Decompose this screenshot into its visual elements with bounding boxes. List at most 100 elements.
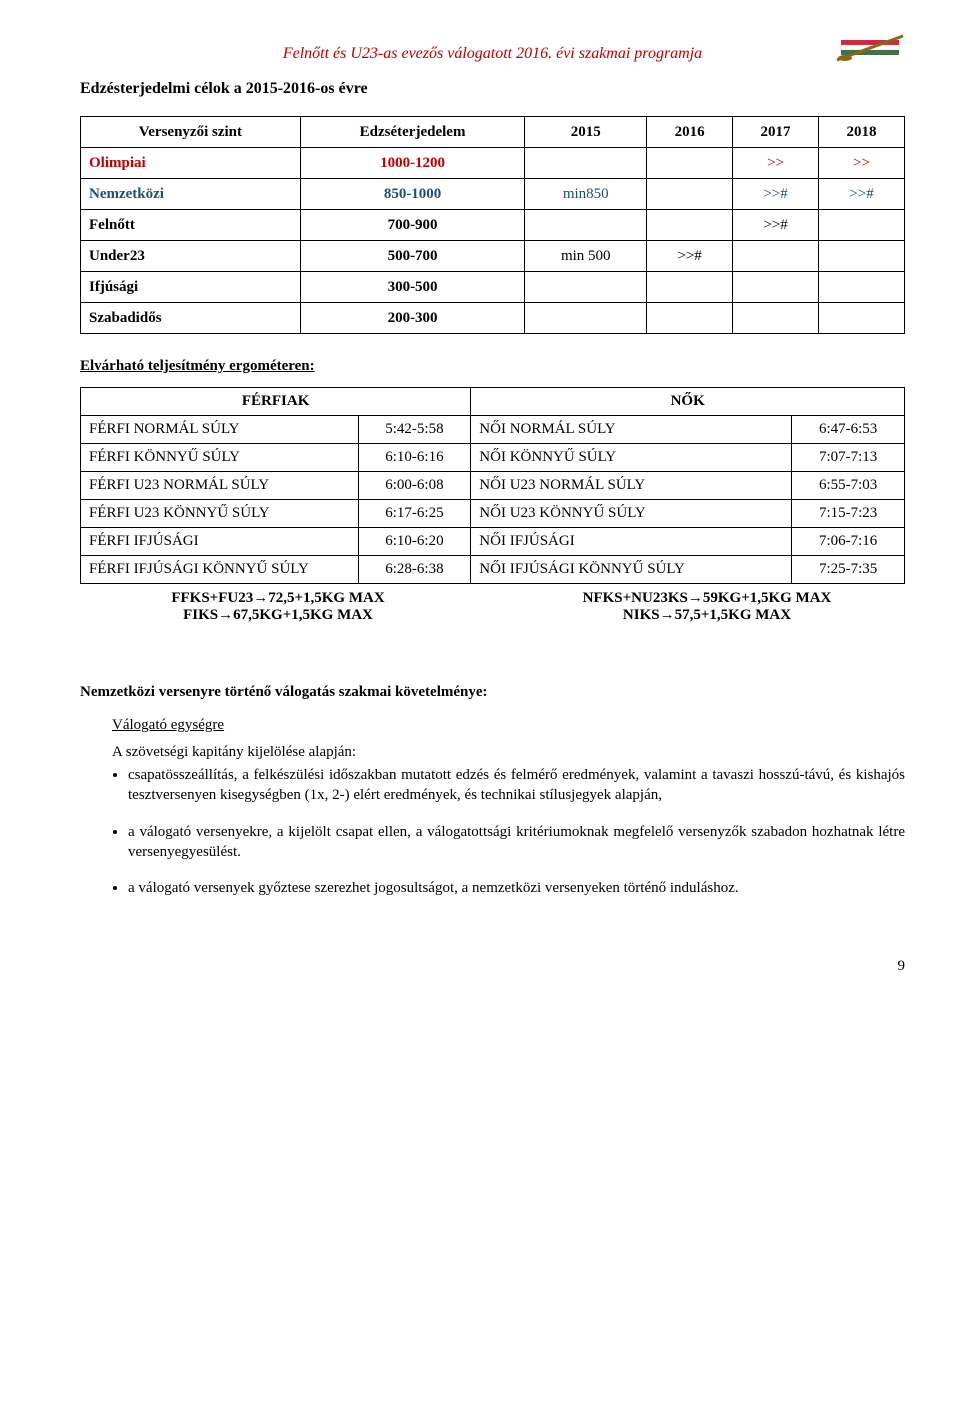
requirements-subheading: Válogató egységre bbox=[112, 717, 905, 734]
rule-fiks: FIKS→67,5KG+1,5KG MAX bbox=[80, 607, 476, 624]
cell-2016 bbox=[647, 148, 733, 179]
erg-male-category: FÉRFI IFJÚSÁGI bbox=[81, 528, 359, 556]
cell-2016 bbox=[647, 179, 733, 210]
list-item: csapatösszeállítás, a felkészülési idősz… bbox=[128, 765, 905, 806]
erg-header-male: FÉRFIAK bbox=[81, 388, 471, 416]
cell-2018 bbox=[819, 241, 905, 272]
cell-2016: >># bbox=[647, 241, 733, 272]
erg-male-time: 6:17-6:25 bbox=[358, 500, 471, 528]
cell-2018: >># bbox=[819, 179, 905, 210]
col-2017: 2017 bbox=[733, 117, 819, 148]
level-range: 200-300 bbox=[300, 303, 525, 334]
table-row: Felnőtt700-900 >># bbox=[81, 210, 905, 241]
training-scope-heading: Edzésterjedelmi célok a 2015-2016-os évr… bbox=[80, 80, 905, 98]
level-name: Ifjúsági bbox=[81, 272, 301, 303]
erg-male-category: FÉRFI NORMÁL SÚLY bbox=[81, 416, 359, 444]
col-range: Edzséterjedelem bbox=[300, 117, 525, 148]
table-row: Under23500-700min 500>># bbox=[81, 241, 905, 272]
erg-female-time: 7:15-7:23 bbox=[792, 500, 905, 528]
level-range: 700-900 bbox=[300, 210, 525, 241]
table-row: FÉRFI U23 KÖNNYŰ SÚLY6:17-6:25NŐI U23 KÖ… bbox=[81, 500, 905, 528]
erg-female-time: 7:07-7:13 bbox=[792, 444, 905, 472]
training-scope-table: Versenyzői szint Edzséterjedelem 2015 20… bbox=[80, 116, 905, 334]
table-row: Nemzetközi850-1000min850 >>#>># bbox=[81, 179, 905, 210]
page-header: Felnőtt és U23-as evezős válogatott 2016… bbox=[80, 30, 905, 78]
table-row: FÉRFI KÖNNYŰ SÚLY6:10-6:16NŐI KÖNNYŰ SÚL… bbox=[81, 444, 905, 472]
erg-female-category: NŐI U23 KÖNNYŰ SÚLY bbox=[471, 500, 792, 528]
erg-male-category: FÉRFI U23 KÖNNYŰ SÚLY bbox=[81, 500, 359, 528]
requirements-list: csapatösszeállítás, a felkészülési idősz… bbox=[118, 765, 905, 898]
level-range: 300-500 bbox=[300, 272, 525, 303]
erg-male-category: FÉRFI KÖNNYŰ SÚLY bbox=[81, 444, 359, 472]
cell-2015 bbox=[525, 210, 647, 241]
erg-male-time: 5:42-5:58 bbox=[358, 416, 471, 444]
table-row: FÉRFI IFJÚSÁGI6:10-6:20NŐI IFJÚSÁGI7:06-… bbox=[81, 528, 905, 556]
cell-2015 bbox=[525, 303, 647, 334]
erg-female-category: NŐI U23 NORMÁL SÚLY bbox=[471, 472, 792, 500]
cell-2016 bbox=[647, 303, 733, 334]
page-number: 9 bbox=[80, 958, 905, 975]
requirements-intro: A szövetségi kapitány kijelölése alapján… bbox=[112, 744, 905, 761]
list-item: a válogató versenyekre, a kijelölt csapa… bbox=[128, 822, 905, 863]
table-row: Olimpiai1000-1200>>>> bbox=[81, 148, 905, 179]
federation-logo bbox=[835, 30, 905, 78]
cell-2017 bbox=[733, 272, 819, 303]
cell-2016 bbox=[647, 272, 733, 303]
ergometer-table: FÉRFIAK NŐK FÉRFI NORMÁL SÚLY5:42-5:58NŐ… bbox=[80, 387, 905, 584]
table-row: FÉRFI NORMÁL SÚLY5:42-5:58NŐI NORMÁL SÚL… bbox=[81, 416, 905, 444]
cell-2015: min850 bbox=[525, 179, 647, 210]
erg-female-time: 6:55-7:03 bbox=[792, 472, 905, 500]
cell-2018 bbox=[819, 303, 905, 334]
cell-2017: >># bbox=[733, 179, 819, 210]
cell-2018 bbox=[819, 210, 905, 241]
level-range: 850-1000 bbox=[300, 179, 525, 210]
cell-2015 bbox=[525, 148, 647, 179]
table-row: Ifjúsági300-500 bbox=[81, 272, 905, 303]
ergo-heading: Elvárható teljesítmény ergométeren: bbox=[80, 358, 905, 375]
erg-male-category: FÉRFI IFJÚSÁGI KÖNNYŰ SÚLY bbox=[81, 556, 359, 584]
table-row: Szabadidős200-300 bbox=[81, 303, 905, 334]
erg-female-time: 7:25-7:35 bbox=[792, 556, 905, 584]
erg-male-time: 6:28-6:38 bbox=[358, 556, 471, 584]
rule-niks: NIKS→57,5+1,5KG MAX bbox=[509, 607, 905, 624]
erg-female-category: NŐI IFJÚSÁGI bbox=[471, 528, 792, 556]
level-range: 500-700 bbox=[300, 241, 525, 272]
weight-rules: FFKS+FU23→72,5+1,5KG MAX FIKS→67,5KG+1,5… bbox=[80, 590, 905, 624]
level-name: Szabadidős bbox=[81, 303, 301, 334]
weight-rules-right: NFKS+NU23KS→59KG+1,5KG MAX NIKS→57,5+1,5… bbox=[509, 590, 905, 624]
erg-male-time: 6:10-6:16 bbox=[358, 444, 471, 472]
cell-2018: >> bbox=[819, 148, 905, 179]
table-row: FÉRFI U23 NORMÁL SÚLY6:00-6:08NŐI U23 NO… bbox=[81, 472, 905, 500]
col-level: Versenyzői szint bbox=[81, 117, 301, 148]
cell-2015 bbox=[525, 272, 647, 303]
erg-header-female: NŐK bbox=[471, 388, 905, 416]
table-row: FÉRFI IFJÚSÁGI KÖNNYŰ SÚLY6:28-6:38NŐI I… bbox=[81, 556, 905, 584]
logo-icon bbox=[835, 30, 905, 78]
col-2016: 2016 bbox=[647, 117, 733, 148]
weight-rules-left: FFKS+FU23→72,5+1,5KG MAX FIKS→67,5KG+1,5… bbox=[80, 590, 476, 624]
rule-nfks: NFKS+NU23KS→59KG+1,5KG MAX bbox=[509, 590, 905, 607]
level-name: Under23 bbox=[81, 241, 301, 272]
header-title: Felnőtt és U23-as evezős válogatott 2016… bbox=[80, 45, 835, 63]
erg-male-time: 6:00-6:08 bbox=[358, 472, 471, 500]
requirements-heading: Nemzetközi versenyre történő válogatás s… bbox=[80, 684, 905, 701]
col-2015: 2015 bbox=[525, 117, 647, 148]
cell-2017 bbox=[733, 303, 819, 334]
col-2018: 2018 bbox=[819, 117, 905, 148]
erg-female-category: NŐI KÖNNYŰ SÚLY bbox=[471, 444, 792, 472]
cell-2015: min 500 bbox=[525, 241, 647, 272]
list-item: a válogató versenyek győztese szerezhet … bbox=[128, 878, 905, 898]
level-name: Olimpiai bbox=[81, 148, 301, 179]
cell-2017: >># bbox=[733, 210, 819, 241]
erg-female-category: NŐI IFJÚSÁGI KÖNNYŰ SÚLY bbox=[471, 556, 792, 584]
erg-male-time: 6:10-6:20 bbox=[358, 528, 471, 556]
cell-2018 bbox=[819, 272, 905, 303]
rule-ffks: FFKS+FU23→72,5+1,5KG MAX bbox=[80, 590, 476, 607]
erg-female-time: 7:06-7:16 bbox=[792, 528, 905, 556]
cell-2017 bbox=[733, 241, 819, 272]
cell-2016 bbox=[647, 210, 733, 241]
document-page: Felnőtt és U23-as evezős válogatott 2016… bbox=[0, 0, 960, 1015]
level-name: Nemzetközi bbox=[81, 179, 301, 210]
level-name: Felnőtt bbox=[81, 210, 301, 241]
erg-male-category: FÉRFI U23 NORMÁL SÚLY bbox=[81, 472, 359, 500]
